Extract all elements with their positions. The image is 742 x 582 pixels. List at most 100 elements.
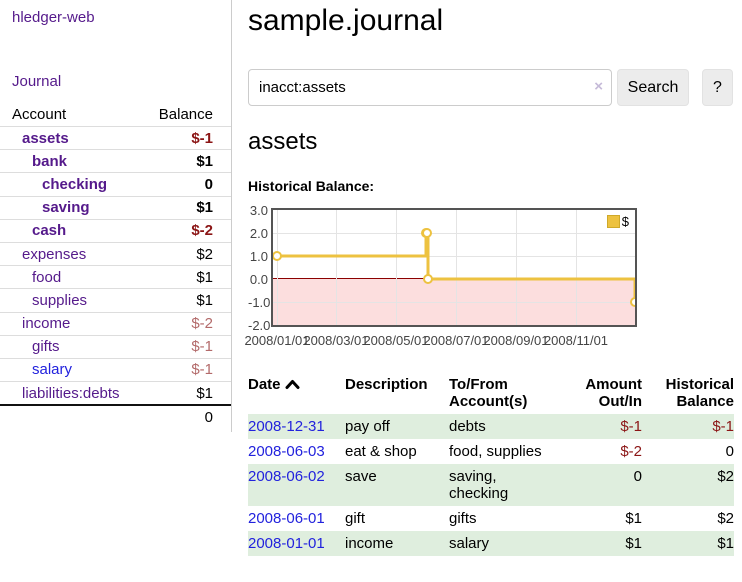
transaction-date-link[interactable]: 2008-06-01 (248, 510, 325, 527)
account-balance: $1 (144, 149, 231, 173)
account-balance: $-2 (144, 218, 231, 243)
account-row: liabilities:debts $1 (0, 381, 231, 406)
account-row: gifts $-1 (0, 334, 231, 359)
transaction-description: eat & shop (345, 443, 417, 460)
x-axis-tick-label: 2008/05/01 (363, 333, 429, 348)
y-axis-tick-label: 0.0 (249, 272, 268, 287)
transaction-balance: $-1 (712, 418, 734, 435)
sidebar: hledger-web Journal Account Balance asse… (0, 0, 232, 433)
page-title: sample.journal (248, 4, 444, 37)
chart-data-point (423, 274, 433, 284)
account-balance: $1 (144, 265, 231, 289)
transaction-description: income (345, 535, 394, 552)
register-header-description: Description (345, 376, 428, 393)
y-axis-tick-label: 3.0 (249, 203, 268, 218)
account-link-assets[interactable]: assets (22, 129, 69, 147)
chart-gridline (576, 210, 577, 325)
transaction-date-link[interactable]: 2008-01-01 (248, 535, 325, 552)
legend-label: $ (621, 214, 629, 229)
account-balance: $-2 (144, 311, 231, 336)
transaction-date-link[interactable]: 2008-12-31 (248, 418, 325, 435)
transaction-accounts: saving, checking (449, 468, 509, 502)
account-balance: $1 (144, 195, 231, 220)
x-axis-tick-label: 2008/01/01 (244, 333, 310, 348)
search-input[interactable] (248, 69, 612, 106)
chart-title: Historical Balance: (248, 178, 375, 194)
transaction-amount: 0 (633, 468, 642, 485)
register-row: 2008-06-03 eat & shop food, supplies $-2 0 (248, 439, 734, 464)
register-row: 2008-06-01 gift gifts $1 $2 (248, 506, 734, 531)
x-axis-tick-label: 2008/03/01 (303, 333, 369, 348)
chart-gridline (277, 210, 278, 325)
transaction-accounts: salary (449, 535, 490, 552)
transaction-amount: $1 (625, 510, 642, 527)
account-link-income[interactable]: income (22, 315, 71, 333)
account-row: supplies $1 (0, 288, 231, 312)
account-link-gifts[interactable]: gifts (32, 338, 60, 356)
transaction-amount: $1 (625, 535, 642, 552)
accounts-header-account: Account (12, 106, 67, 123)
account-row: cash $-2 (0, 218, 231, 243)
account-row: saving $1 (0, 195, 231, 220)
x-axis-tick-label: 2008/11/01 (543, 333, 609, 348)
account-link-supplies[interactable]: supplies (32, 291, 88, 309)
account-row: assets $-1 (0, 125, 231, 150)
chart-gridline (456, 210, 457, 325)
register-header-amount: Amount Out/In (585, 376, 642, 410)
account-row: income $-2 (0, 311, 231, 336)
account-link-food[interactable]: food (32, 268, 62, 286)
transaction-amount: $-2 (620, 443, 642, 460)
transaction-balance: 0 (725, 443, 734, 460)
account-link-bank[interactable]: bank (32, 152, 68, 170)
account-balance: $2 (144, 241, 231, 266)
accounts-total-balance: 0 (144, 404, 231, 429)
transaction-description: save (345, 468, 377, 485)
chart-gridline (273, 256, 635, 257)
account-link-saving[interactable]: saving (42, 199, 90, 217)
help-button[interactable]: ? (702, 69, 733, 106)
transaction-date-link[interactable]: 2008-06-02 (248, 468, 325, 485)
account-link-checking[interactable]: checking (42, 175, 108, 193)
account-balance: $-1 (144, 125, 231, 150)
transaction-date-link[interactable]: 2008-06-03 (248, 443, 325, 460)
account-link-cash[interactable]: cash (32, 222, 67, 240)
transaction-accounts: debts (449, 418, 486, 435)
account-balance: $1 (144, 288, 231, 312)
search-button[interactable]: Search (617, 69, 689, 106)
accounts-header-row: Account Balance (0, 103, 231, 127)
x-axis-tick-label: 2008/09/01 (483, 333, 549, 348)
register-header-balance: Historical Balance (665, 376, 734, 410)
transaction-balance: $1 (717, 535, 734, 552)
app-title-link[interactable]: hledger-web (12, 9, 95, 26)
account-row: checking 0 (0, 172, 231, 197)
chart-data-point (273, 251, 282, 261)
account-heading: assets (248, 128, 318, 155)
account-link-expenses[interactable]: expenses (22, 245, 87, 263)
historical-balance-chart: $ 3.0 2.0 1.0 0.0 -1.0 -2.0 2008/01/01 2008/03… (244, 203, 734, 356)
transaction-description: gift (345, 510, 366, 527)
transaction-description: pay off (345, 418, 390, 435)
register-header-row: Date Description To/From Account(s) Amou… (248, 372, 734, 414)
sidebar-item-journal[interactable]: Journal (12, 73, 62, 90)
legend-swatch-icon (606, 215, 620, 228)
chart-gridline (273, 233, 635, 234)
chart-legend: $ (604, 213, 631, 230)
account-row: bank $1 (0, 149, 231, 173)
accounts-table: Account Balance assets $-1 bank $1 checking 0… (0, 103, 231, 429)
y-axis-tick-label: -2.0 (248, 318, 271, 333)
clear-search-icon[interactable]: × (594, 78, 603, 95)
account-link-salary[interactable]: salary (32, 361, 73, 379)
register-row: 2008-01-01 income salary $1 $1 (248, 531, 734, 556)
transaction-balance: $2 (717, 510, 734, 527)
account-link-liabilities-debts[interactable]: liabilities:debts (22, 384, 120, 402)
transaction-amount: $-1 (620, 418, 642, 435)
register-table: Date Description To/From Account(s) Amou… (248, 372, 734, 556)
chart-data-point (630, 297, 635, 307)
register-header-date[interactable]: Date (248, 372, 345, 414)
chart-data-point (422, 228, 432, 238)
account-balance: $1 (144, 381, 231, 406)
register-row: 2008-12-31 pay off debts $-1 $-1 (248, 414, 734, 439)
register-row: 2008-06-02 save saving, checking 0 $2 (248, 464, 734, 506)
account-row: expenses $2 (0, 241, 231, 266)
account-row: food $1 (0, 265, 231, 289)
